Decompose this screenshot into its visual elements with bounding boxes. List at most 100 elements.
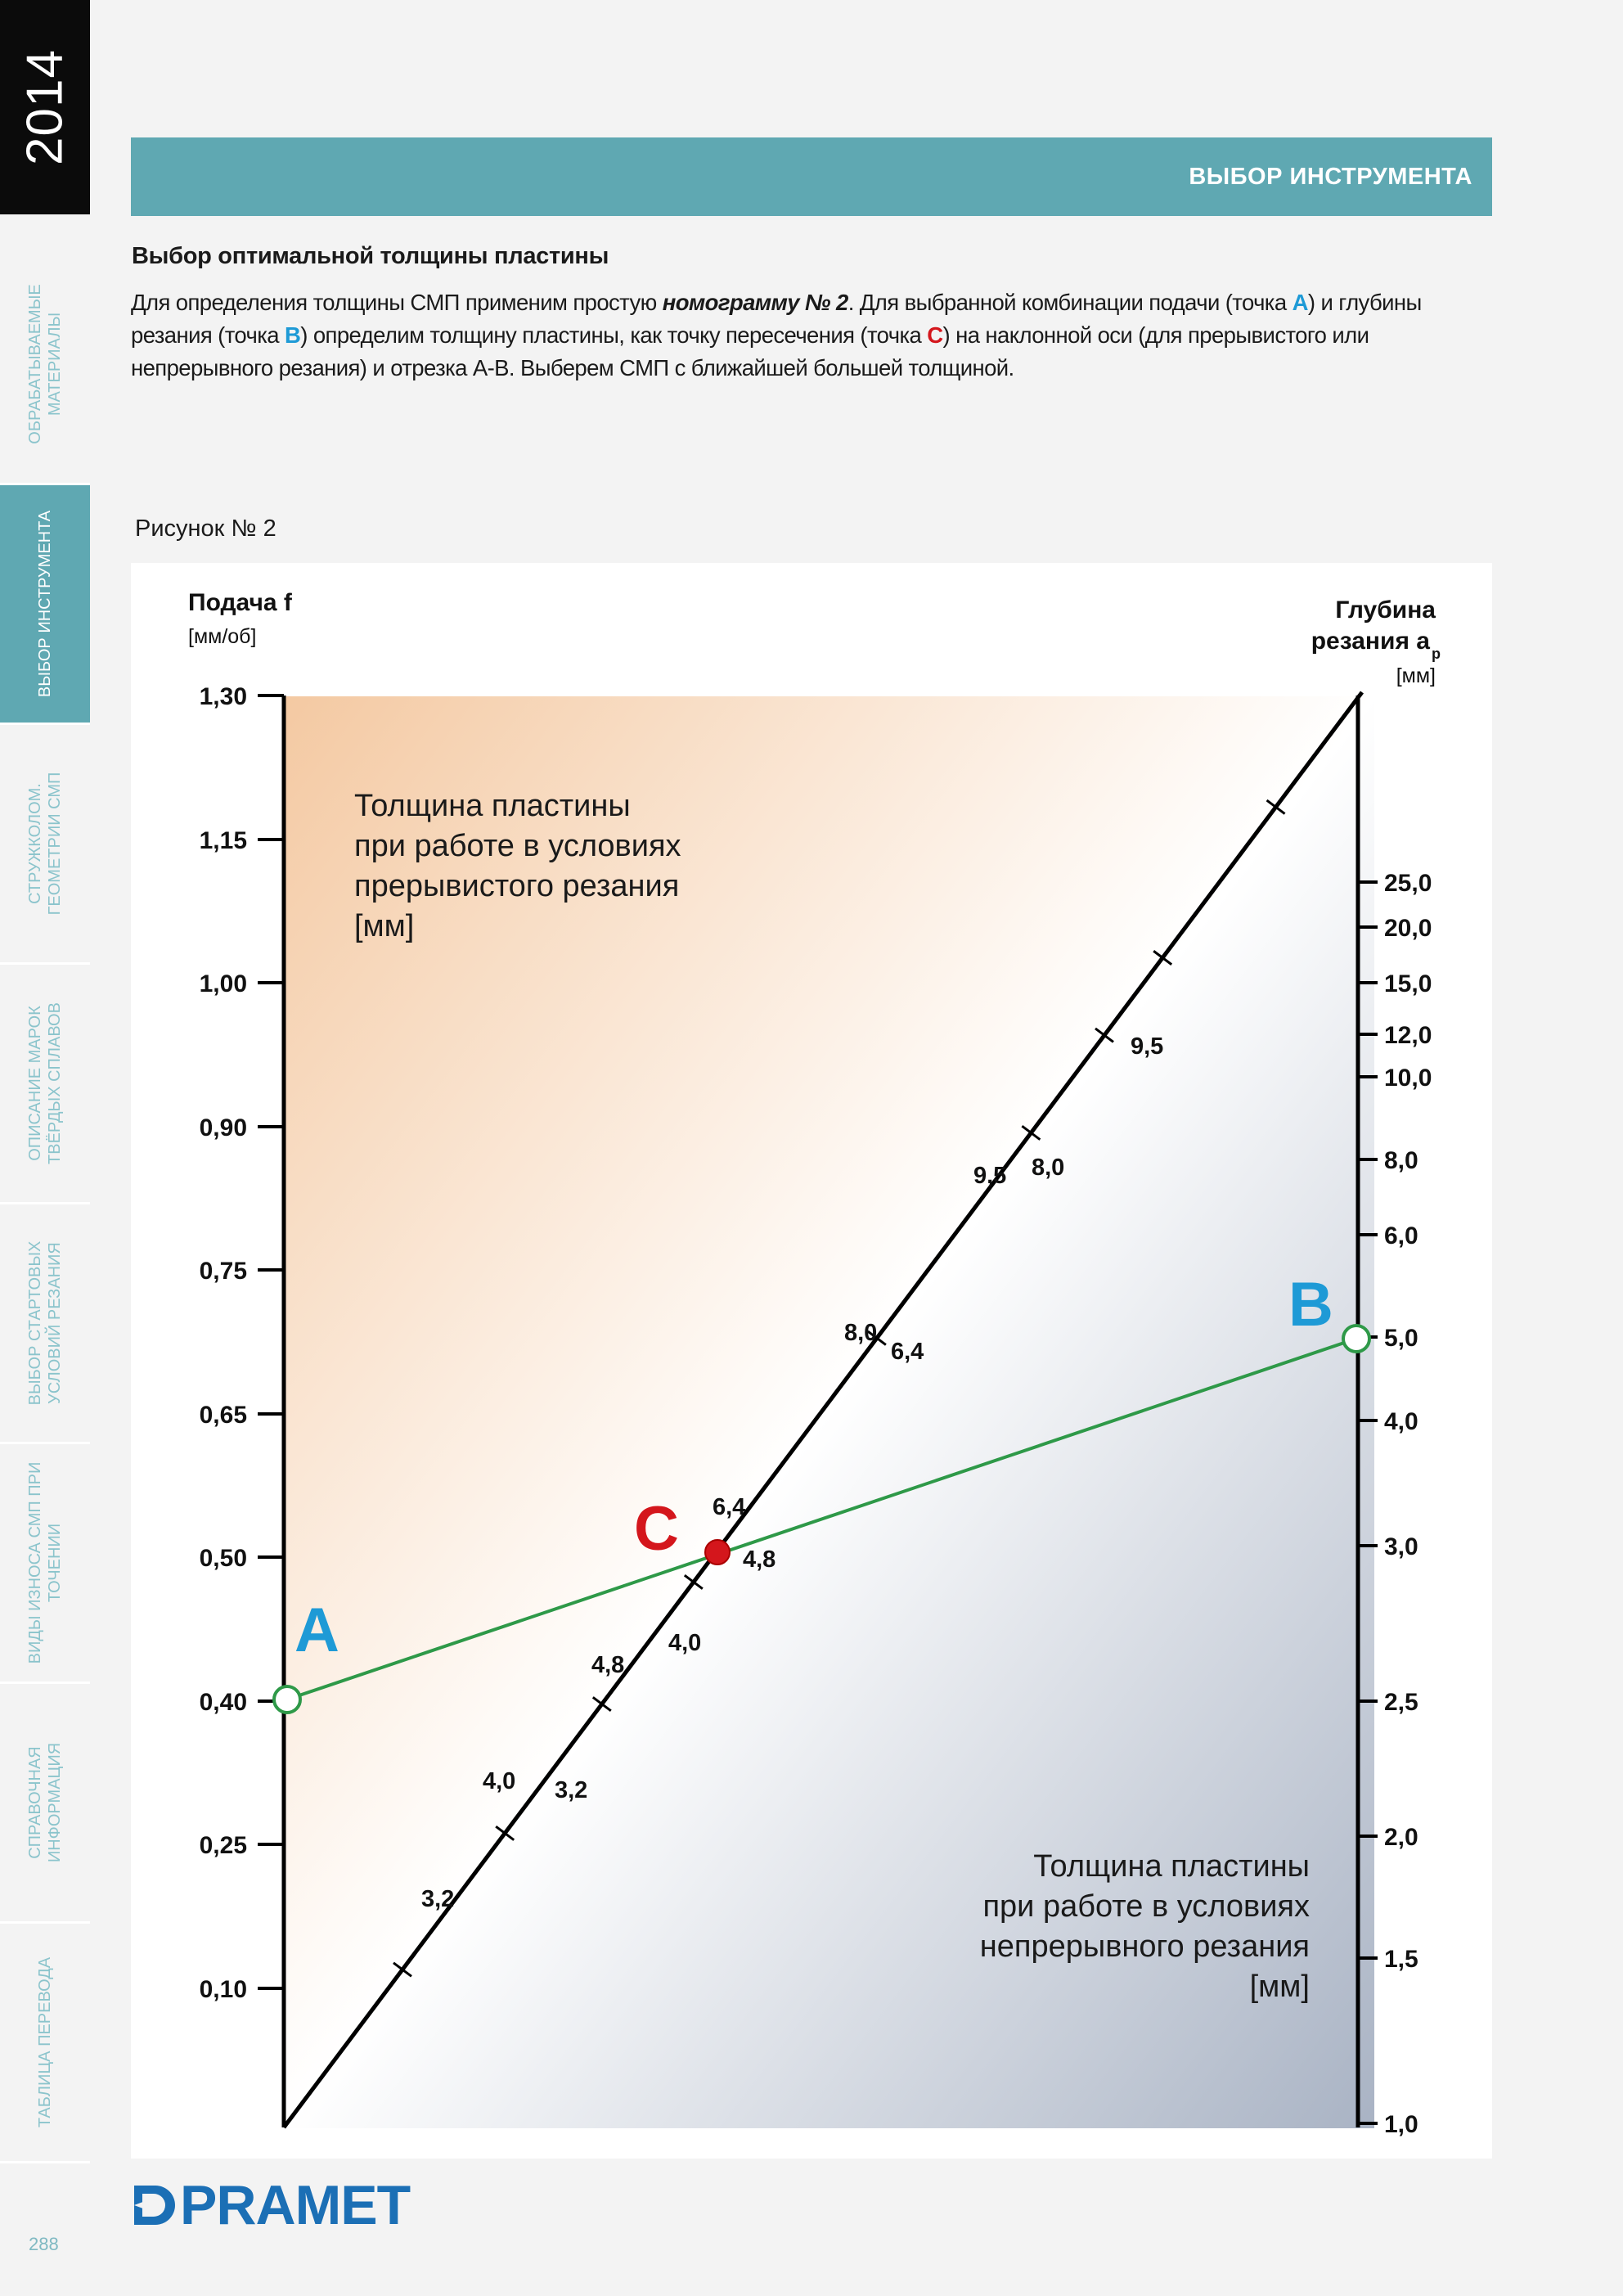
right-axis-tick-label: 2,0 — [1384, 1824, 1418, 1851]
right-axis-tick-label: 20,0 — [1384, 915, 1432, 942]
point-a-marker — [272, 1685, 302, 1714]
right-axis-tick-label: 15,0 — [1384, 970, 1432, 997]
left-axis-title: Подача f — [188, 589, 293, 616]
diagonal-axis-tick — [867, 1330, 887, 1346]
interrupted-thickness-label: 6,4 — [713, 1494, 745, 1520]
continuous-thickness-label: 3,2 — [555, 1777, 587, 1803]
page-number: 288 — [29, 2234, 59, 2254]
a-b-line — [286, 1337, 1357, 1701]
right-axis-tick-label: 25,0 — [1384, 870, 1432, 897]
intro-text: ) и глубины резания (точка — [131, 290, 1422, 348]
continuous-region-label: при работе в условиях — [982, 1889, 1310, 1924]
right-axis-tick-label: 1,0 — [1384, 2111, 1418, 2138]
right-axis-tick-label: 6,0 — [1384, 1222, 1418, 1249]
right-axis-title-subscript: p — [1432, 646, 1441, 662]
point-b-marker — [1342, 1324, 1371, 1353]
year-box: 2014 — [0, 0, 90, 214]
sidebar: 2014 ОБРАБАТЫВАЕМЫЕ МАТЕРИАЛЫ ВЫБОР ИНСТ… — [0, 0, 90, 2296]
sidebar-tab-label: ВЫБОР ИНСТРУМЕНТА — [36, 510, 54, 698]
intro-paragraph: Для определения толщины СМП применим про… — [131, 286, 1492, 385]
sidebar-tab-label: ТАБЛИЦА ПЕРЕВОДА — [36, 1956, 54, 2128]
interrupted-thickness-label: 4,8 — [591, 1652, 624, 1678]
continuous-thickness-label: 8,0 — [1032, 1155, 1064, 1181]
interrupted-thickness-label: 3,2 — [421, 1886, 454, 1912]
right-axis-tick-label: 10,0 — [1384, 1065, 1432, 1092]
continuous-thickness-label: 6,4 — [891, 1339, 924, 1365]
sidebar-tab-label: СПРАВОЧНАЯ ИНФОРМАЦИЯ — [26, 1742, 64, 1863]
diagonal-axis-tick — [393, 1961, 412, 1978]
left-axis-tick-label: 0,25 — [200, 1832, 247, 1859]
left-axis-tick-label: 0,50 — [200, 1545, 247, 1572]
sidebar-tab-label: ОБРАБАТЫВАЕМЫЕ МАТЕРИАЛЫ — [26, 284, 64, 444]
continuous-thickness-label: 4,0 — [668, 1630, 701, 1656]
sidebar-tab-label: ВЫБОР СТАРТОВЫХ УСЛОВИЙ РЕЗАНИЯ — [26, 1240, 64, 1406]
diagonal-axis-tick — [1021, 1125, 1041, 1141]
left-axis-tick-label: 1,15 — [200, 827, 247, 854]
diagonal-axis-tick — [495, 1825, 515, 1841]
sidebar-tab-tool-selection[interactable]: ВЫБОР ИНСТРУМЕНТА — [0, 485, 90, 725]
nomogram-chart: 1,30 1,15 1,00 0,90 0,75 0,65 0,50 0,40 0,25 0,10… — [188, 589, 1441, 2138]
right-axis-tick-label: 2,5 — [1384, 1689, 1418, 1716]
left-axis-tick-label: 0,90 — [200, 1114, 247, 1141]
sidebar-tab-chipbreakers[interactable]: СТРУЖКОЛОМ. ГЕОМЕТРИИ СМП — [0, 725, 90, 965]
figure-caption: Рисунок № 2 — [135, 515, 276, 542]
sidebar-tab-wear[interactable]: ВИДЫ ИЗНОСА СМП ПРИ ТОЧЕНИИ — [0, 1444, 90, 1684]
right-axis-tick-label: 3,0 — [1384, 1533, 1418, 1560]
point-c-ref: C — [927, 322, 943, 348]
diagonal-axis-tick — [591, 1696, 612, 1713]
left-axis-tick-label: 0,40 — [200, 1689, 247, 1716]
left-axis-tick-label: 0,75 — [200, 1258, 247, 1285]
pramet-logo-icon — [134, 2186, 175, 2225]
sidebar-tab-grades[interactable]: ОПИСАНИЕ МАРОК ТВЁРДЫХ СПЛАВОВ — [0, 965, 90, 1204]
continuous-thickness-label: 4,8 — [743, 1546, 776, 1573]
interrupted-thickness-label: 8,0 — [844, 1320, 877, 1346]
interrupted-thickness-label: 4,0 — [483, 1768, 515, 1794]
right-axis-tick-label: 8,0 — [1384, 1147, 1418, 1174]
point-a-label: A — [294, 1596, 339, 1665]
diagonal-axis-line — [282, 691, 1364, 2129]
diagonal-axis-tick — [1095, 1027, 1114, 1043]
diagonal-axis-tick — [1153, 950, 1173, 966]
left-axis-tick-label: 1,30 — [200, 683, 247, 710]
right-axis-tick-label: 4,0 — [1384, 1408, 1418, 1435]
diagonal-axis-tick — [683, 1574, 704, 1590]
interrupted-region-label: прерывистого резания — [354, 869, 679, 903]
right-axis-title: резания a — [1311, 628, 1431, 655]
interrupted-thickness-label: 9,5 — [973, 1163, 1006, 1189]
right-axis-tick-label: 5,0 — [1384, 1325, 1418, 1352]
right-axis-unit: [мм] — [1396, 664, 1436, 687]
interrupted-region-label: [мм] — [354, 909, 414, 943]
right-axis-tick-label: 12,0 — [1384, 1022, 1432, 1049]
interrupted-region-label: Толщина пластины — [354, 789, 631, 823]
right-axis-title: Глубина — [1335, 597, 1436, 624]
point-c-marker — [704, 1539, 731, 1565]
section-title: Выбор оптимальной толщины пластины — [132, 243, 609, 269]
intro-emphasis: номограмму № 2 — [662, 290, 849, 315]
section-header-title: ВЫБОР ИНСТРУМЕНТА — [1189, 164, 1472, 190]
sidebar-tab-label: СТРУЖКОЛОМ. ГЕОМЕТРИИ СМП — [26, 772, 64, 916]
sidebar-tab-label: ОПИСАНИЕ МАРОК ТВЁРДЫХ СПЛАВОВ — [26, 1002, 64, 1164]
intro-text: Для определения толщины СМП применим про… — [131, 290, 663, 315]
right-axis-tick-label: 1,5 — [1384, 1946, 1418, 1973]
point-b-label: B — [1288, 1270, 1333, 1339]
sidebar-tab-conversion[interactable]: ТАБЛИЦА ПЕРЕВОДА — [0, 1924, 90, 2163]
pramet-logo-text: PRAMET — [180, 2174, 411, 2236]
left-axis-tick-label: 0,65 — [200, 1402, 247, 1429]
continuous-region-label: [мм] — [1250, 1970, 1310, 2004]
left-axis-tick-label: 0,10 — [200, 1976, 247, 2003]
continuous-region-label: непрерывного резания — [980, 1929, 1310, 1964]
nomogram-panel: 1,30 1,15 1,00 0,90 0,75 0,65 0,50 0,40 0,25 0,10… — [131, 563, 1492, 2159]
point-c-label: C — [634, 1494, 679, 1564]
section-header: ВЫБОР ИНСТРУМЕНТА — [131, 137, 1492, 216]
continuous-region-label: Толщина пластины — [1033, 1849, 1310, 1884]
sidebar-tab-cutting-conditions[interactable]: ВЫБОР СТАРТОВЫХ УСЛОВИЙ РЕЗАНИЯ — [0, 1204, 90, 1444]
interrupted-region-label: при работе в условиях — [354, 829, 681, 863]
intro-text: ) определим толщину пластины, как точку … — [300, 322, 928, 348]
nomogram-layer: 1,30 1,15 1,00 0,90 0,75 0,65 0,50 0,40 0,25 0,10… — [188, 589, 1441, 2138]
sidebar-tab-materials[interactable]: ОБРАБАТЫВАЕМЫЕ МАТЕРИАЛЫ — [0, 245, 90, 485]
diagonal-axis-tick — [1266, 799, 1286, 815]
sidebar-tab-reference[interactable]: СПРАВОЧНАЯ ИНФОРМАЦИЯ — [0, 1684, 90, 1924]
sidebar-tab-label: ВИДЫ ИЗНОСА СМП ПРИ ТОЧЕНИИ — [26, 1461, 64, 1664]
left-axis-tick-label: 1,00 — [200, 970, 247, 997]
continuous-thickness-label: 9,5 — [1131, 1033, 1163, 1060]
